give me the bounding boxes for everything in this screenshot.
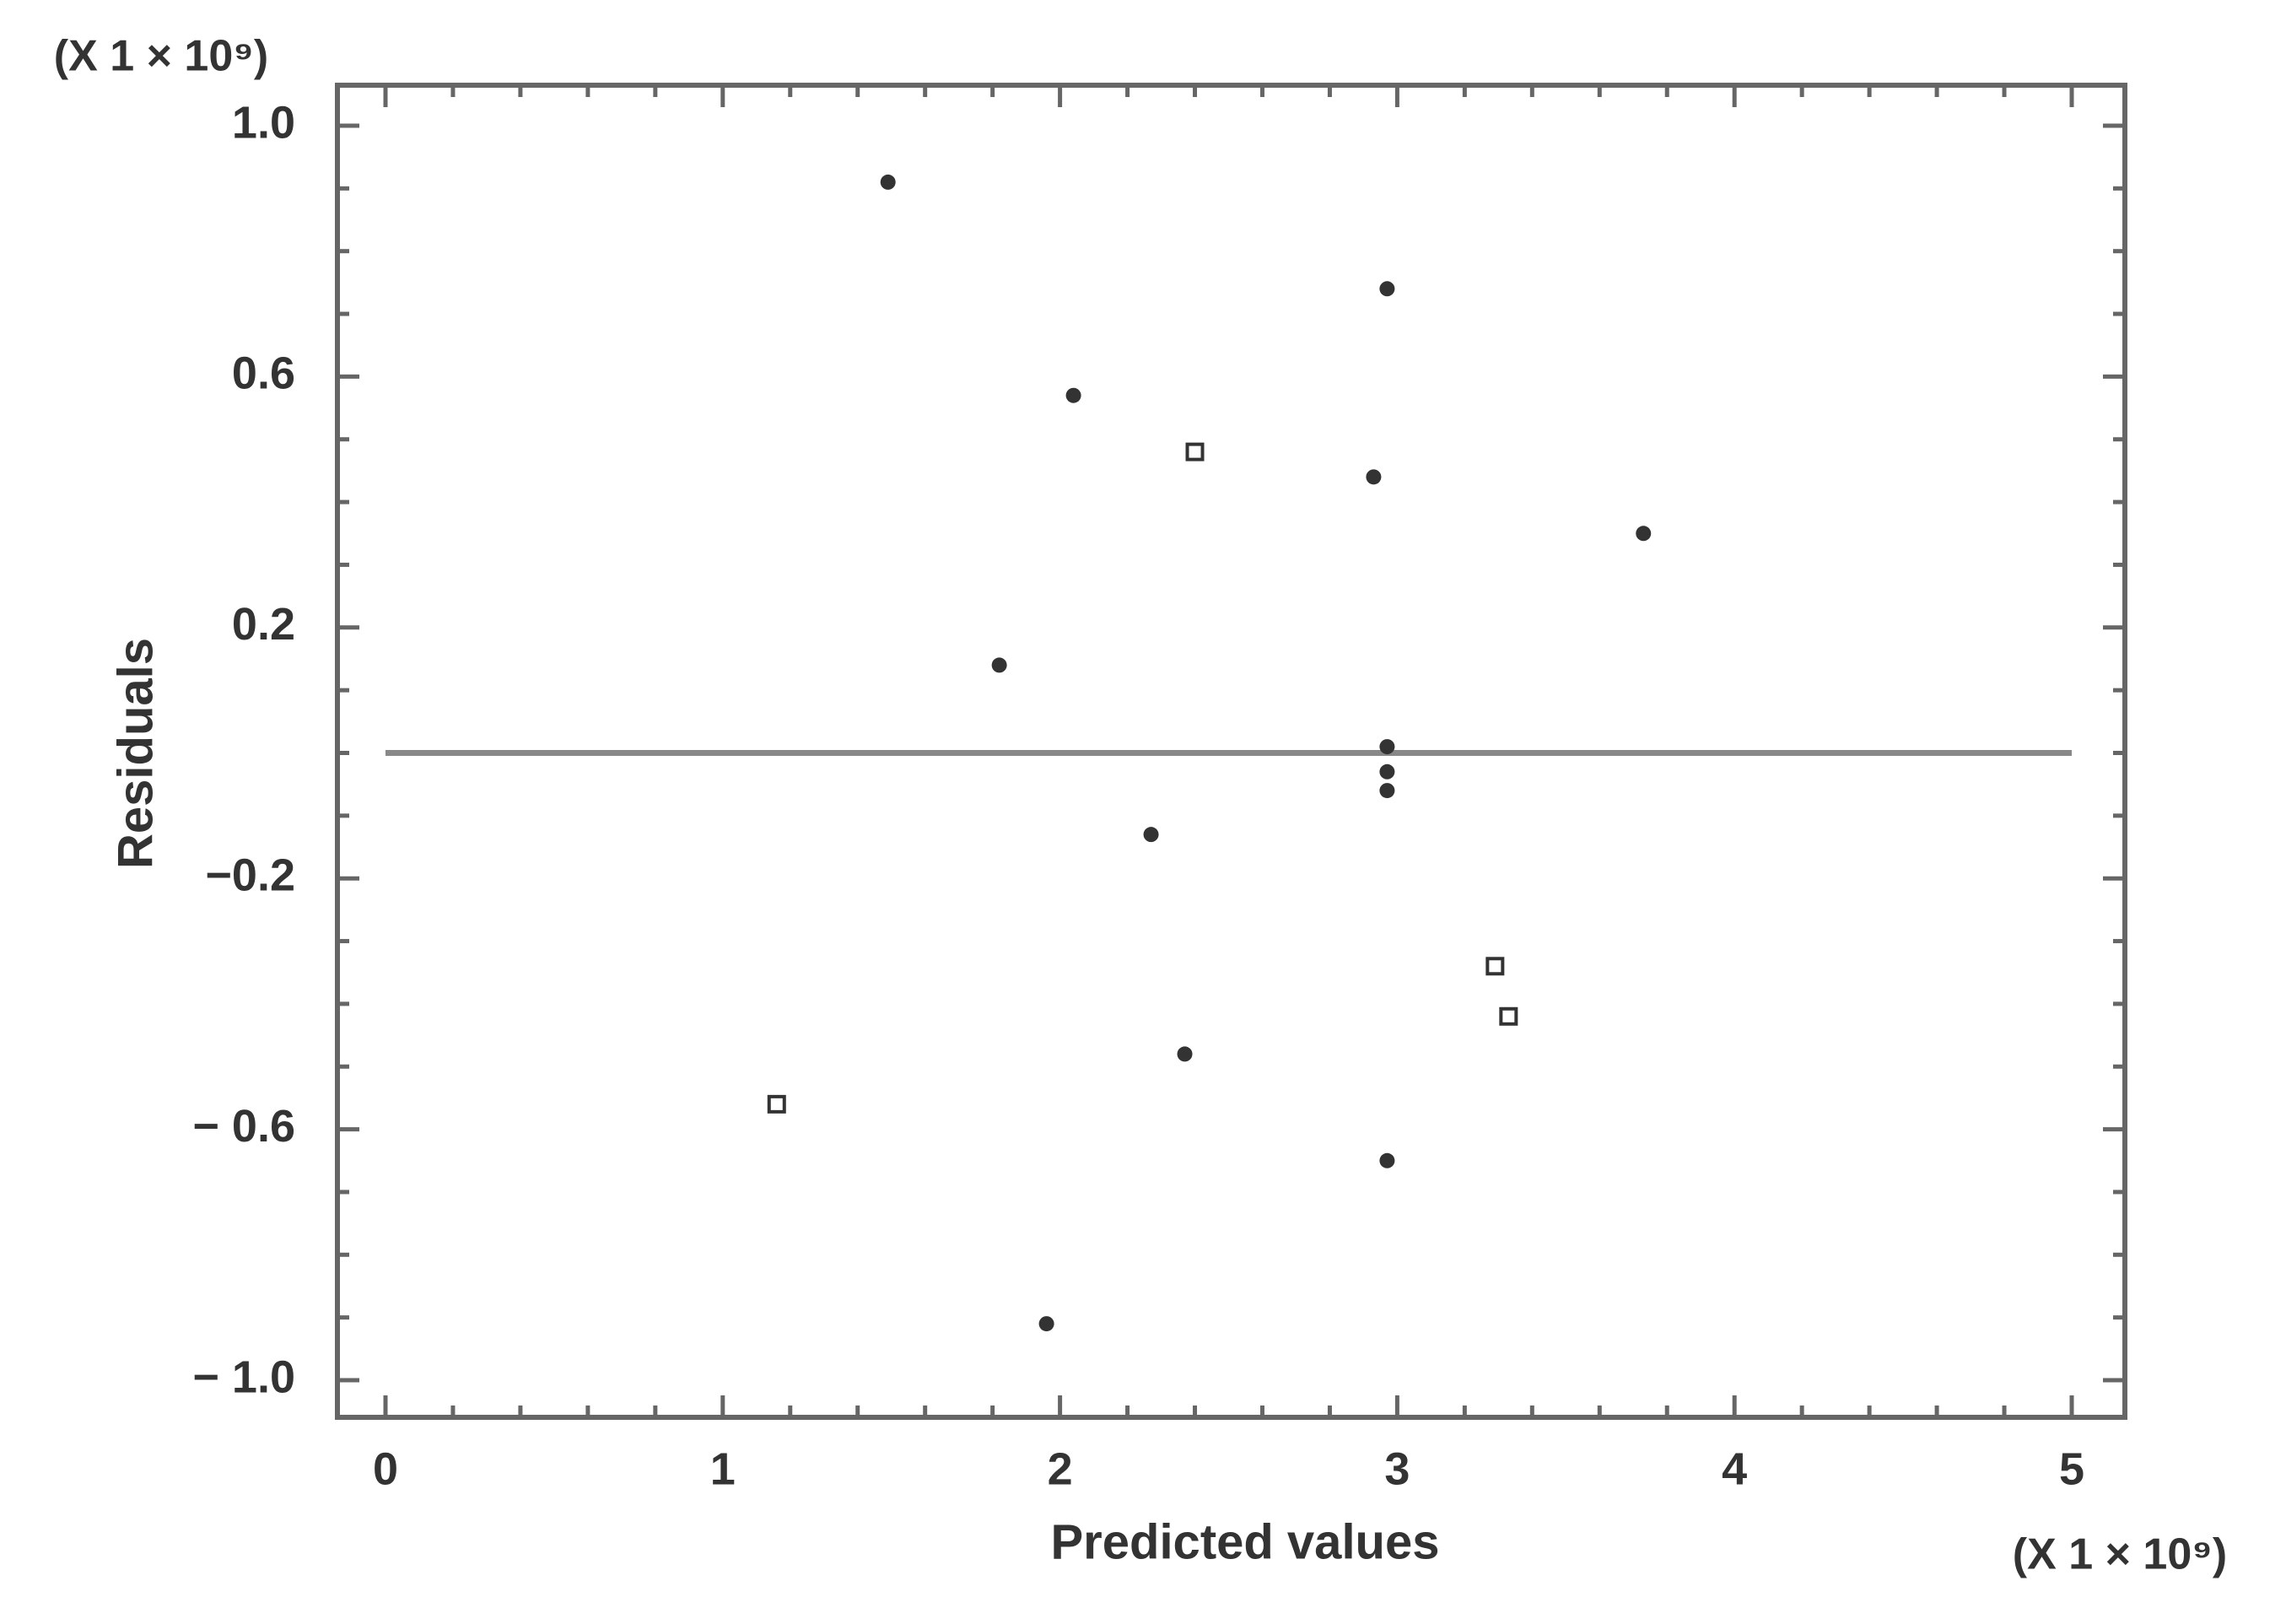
- x-tick-label: 3: [1384, 1443, 1410, 1494]
- y-tick-label: − 1.0: [192, 1352, 295, 1402]
- y-tick-label: −0.2: [205, 850, 295, 900]
- y-tick-label: 1.0: [232, 97, 295, 148]
- y-multiplier: (X 1 × 10⁹): [54, 32, 268, 81]
- point: [1366, 469, 1382, 485]
- point: [1379, 763, 1395, 780]
- point: [1379, 1152, 1395, 1168]
- point: [1379, 739, 1395, 755]
- point: [1379, 281, 1395, 297]
- point: [1038, 1316, 1054, 1332]
- x-tick-label: 1: [710, 1443, 736, 1494]
- point: [991, 657, 1007, 673]
- x-tick-label: 4: [1722, 1443, 1747, 1494]
- point: [1065, 387, 1081, 403]
- x-tick-label: 2: [1048, 1443, 1073, 1494]
- point: [1379, 783, 1395, 799]
- x-tick-label: 0: [373, 1443, 398, 1494]
- point: [1177, 1046, 1193, 1062]
- point: [1499, 1006, 1518, 1026]
- point: [1185, 442, 1205, 461]
- y-tick-label: 0.2: [232, 599, 295, 650]
- point: [880, 174, 896, 190]
- x-axis-label: Predicted values: [1051, 1514, 1440, 1569]
- y-tick-label: − 0.6: [192, 1101, 295, 1152]
- point: [1636, 526, 1652, 542]
- point: [767, 1094, 786, 1114]
- y-tick-label: 0.6: [232, 348, 295, 399]
- x-tick-label: 5: [2059, 1443, 2084, 1494]
- point: [1143, 827, 1159, 843]
- y-axis-label: Residuals: [108, 638, 163, 869]
- x-multiplier: (X 1 × 10⁹): [2013, 1530, 2227, 1579]
- point: [1485, 957, 1505, 976]
